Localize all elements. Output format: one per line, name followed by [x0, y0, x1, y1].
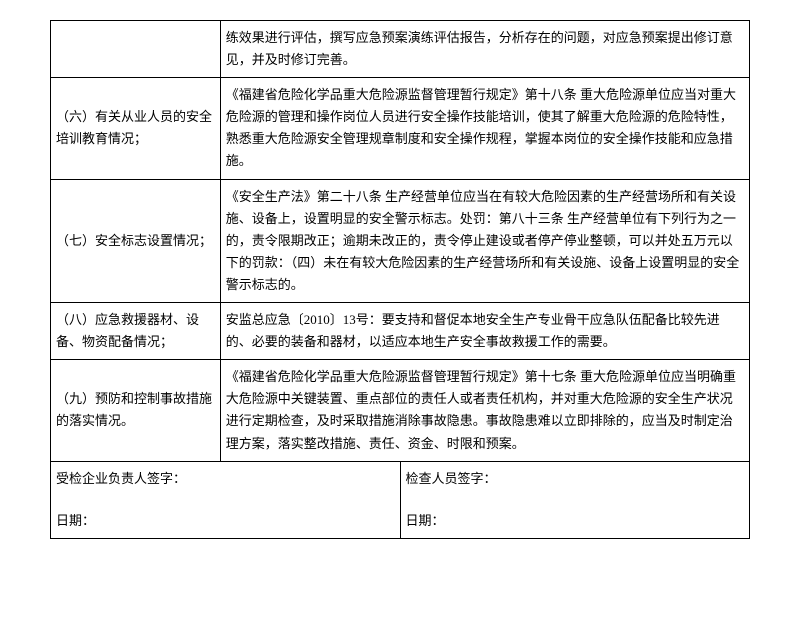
table-row: （八）应急救援器材、设备、物资配备情况； 安监总应急〔2010〕13号：要支持和…: [51, 303, 750, 360]
row-label: （六）有关从业人员的安全培训教育情况；: [56, 109, 212, 146]
table-row: （九）预防和控制事故措施的落实情况。 《福建省危险化学品重大危险源监督管理暂行规…: [51, 360, 750, 461]
signature-row: 受检企业负责人签字： 日期： 检查人员签字： 日期：: [51, 462, 750, 539]
table-row: （七）安全标志设置情况； 《安全生产法》第二十八条 生产经营单位应当在有较大危险…: [51, 179, 750, 302]
row-content: 《福建省危险化学品重大危险源监督管理暂行规定》第十七条 重大危险源单位应当明确重…: [226, 369, 736, 450]
row-content-cell: 安监总应急〔2010〕13号：要支持和督促本地安全生产专业骨干应急队伍配备比较先…: [220, 303, 749, 360]
row-label: （八）应急救援器材、设备、物资配备情况；: [56, 312, 199, 349]
row-content: 练效果进行评估，撰写应急预案演练评估报告，分析存在的问题，对应急预案提出修订意见…: [226, 30, 733, 67]
row-label-cell: （九）预防和控制事故措施的落实情况。: [51, 360, 221, 461]
regulation-table: 练效果进行评估，撰写应急预案演练评估报告，分析存在的问题，对应急预案提出修订意见…: [50, 20, 750, 462]
row-content-cell: 《福建省危险化学品重大危险源监督管理暂行规定》第十八条 重大危险源单位应当对重大…: [220, 78, 749, 179]
company-signature-label: 受检企业负责人签字：: [56, 468, 395, 490]
row-content: 《安全生产法》第二十八条 生产经营单位应当在有较大危险因素的生产经营场所和有关设…: [226, 189, 740, 292]
row-content-cell: 《安全生产法》第二十八条 生产经营单位应当在有较大危险因素的生产经营场所和有关设…: [220, 179, 749, 302]
row-label-cell: （六）有关从业人员的安全培训教育情况；: [51, 78, 221, 179]
row-content-cell: 练效果进行评估，撰写应急预案演练评估报告，分析存在的问题，对应急预案提出修订意见…: [220, 21, 749, 78]
inspector-signature-label: 检查人员签字：: [406, 468, 745, 490]
table-row: 练效果进行评估，撰写应急预案演练评估报告，分析存在的问题，对应急预案提出修订意见…: [51, 21, 750, 78]
row-content-cell: 《福建省危险化学品重大危险源监督管理暂行规定》第十七条 重大危险源单位应当明确重…: [220, 360, 749, 461]
row-content: 安监总应急〔2010〕13号：要支持和督促本地安全生产专业骨干应急队伍配备比较先…: [226, 312, 720, 349]
row-label: （七）安全标志设置情况；: [56, 233, 212, 248]
row-label: （九）预防和控制事故措施的落实情况。: [56, 391, 212, 428]
row-label-cell: [51, 21, 221, 78]
signature-table: 受检企业负责人签字： 日期： 检查人员签字： 日期：: [50, 462, 750, 539]
date-label: 日期：: [56, 510, 395, 532]
row-label-cell: （八）应急救援器材、设备、物资配备情况；: [51, 303, 221, 360]
signature-right-cell: 检查人员签字： 日期：: [400, 462, 750, 539]
date-label: 日期：: [406, 510, 745, 532]
document-table-container: 练效果进行评估，撰写应急预案演练评估报告，分析存在的问题，对应急预案提出修订意见…: [50, 20, 750, 539]
row-label-cell: （七）安全标志设置情况；: [51, 179, 221, 302]
table-row: （六）有关从业人员的安全培训教育情况； 《福建省危险化学品重大危险源监督管理暂行…: [51, 78, 750, 179]
row-content: 《福建省危险化学品重大危险源监督管理暂行规定》第十八条 重大危险源单位应当对重大…: [226, 87, 736, 168]
signature-left-cell: 受检企业负责人签字： 日期：: [51, 462, 401, 539]
